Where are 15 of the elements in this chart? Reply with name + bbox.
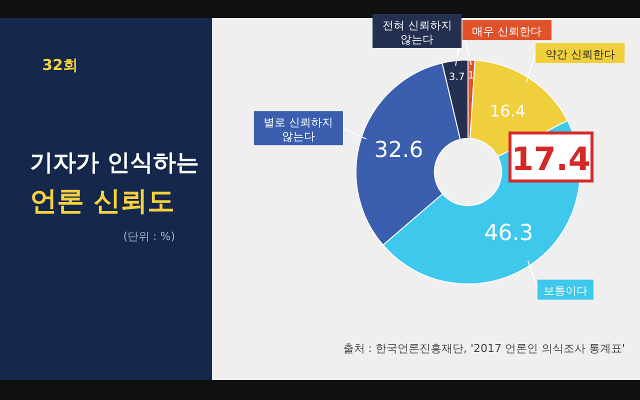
data-label: 1 bbox=[468, 70, 474, 82]
data-label: 46.3 bbox=[484, 221, 534, 246]
source-note: 출처 : 한국언론진흥재단, '2017 언론인 의식조사 통계표' bbox=[342, 342, 625, 355]
data-label: 16.4 bbox=[490, 102, 526, 121]
slice-label: 별로 신뢰하지 않는다 bbox=[264, 116, 334, 144]
text: 기자가 인식하는 언론 신뢰도 bbox=[30, 150, 200, 217]
text: (단위 : %) bbox=[123, 230, 175, 243]
text: 17.4 bbox=[512, 140, 590, 178]
data-label: 32.6 bbox=[374, 138, 424, 164]
slice-label: 매우 신뢰한다 bbox=[472, 25, 542, 38]
slice-label: 전혀 신뢰하지 않는다 bbox=[382, 18, 452, 46]
data-label: 3.7 bbox=[448, 72, 465, 84]
slice-label: 약간 신뢰한다 bbox=[545, 48, 615, 62]
slice-label: 보통이다 bbox=[543, 284, 588, 298]
text: 32회 bbox=[42, 56, 78, 74]
